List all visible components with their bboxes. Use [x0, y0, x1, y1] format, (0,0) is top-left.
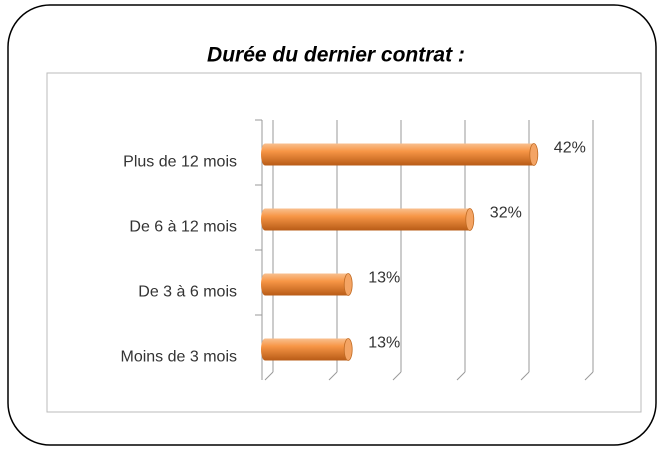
grid-line-depth [584, 371, 594, 381]
grid-line-depth [392, 371, 402, 381]
bar-part [343, 273, 353, 296]
bar-part [529, 143, 539, 166]
y-tick-label: De 6 à 12 mois [129, 219, 237, 236]
y-tick-label: De 3 à 6 mois [138, 284, 237, 301]
grid-line-depth [520, 371, 530, 381]
bar-part [265, 208, 470, 231]
bar [261, 273, 353, 296]
bar-part [265, 143, 534, 166]
bar [261, 143, 539, 166]
bar-part [261, 208, 269, 231]
y-tick-label: Moins de 3 mois [121, 349, 238, 366]
bar-part [343, 338, 353, 361]
value-label: 13% [368, 270, 400, 287]
bar-part [261, 143, 269, 166]
grid-line-depth [328, 371, 338, 381]
value-label: 32% [490, 205, 522, 222]
grid-line-depth [456, 371, 466, 381]
bar-part [265, 338, 349, 361]
value-label: 13% [368, 335, 400, 352]
chart-title: Durée du dernier contrat : [207, 44, 465, 67]
y-tick-label: Plus de 12 mois [123, 154, 237, 171]
bar-part [465, 208, 475, 231]
value-label: 42% [554, 140, 586, 157]
bar [261, 338, 353, 361]
grid-line-depth [264, 371, 274, 381]
bar-part [261, 273, 269, 296]
bar-part [265, 273, 349, 296]
bar [261, 208, 475, 231]
bar-part [261, 338, 269, 361]
